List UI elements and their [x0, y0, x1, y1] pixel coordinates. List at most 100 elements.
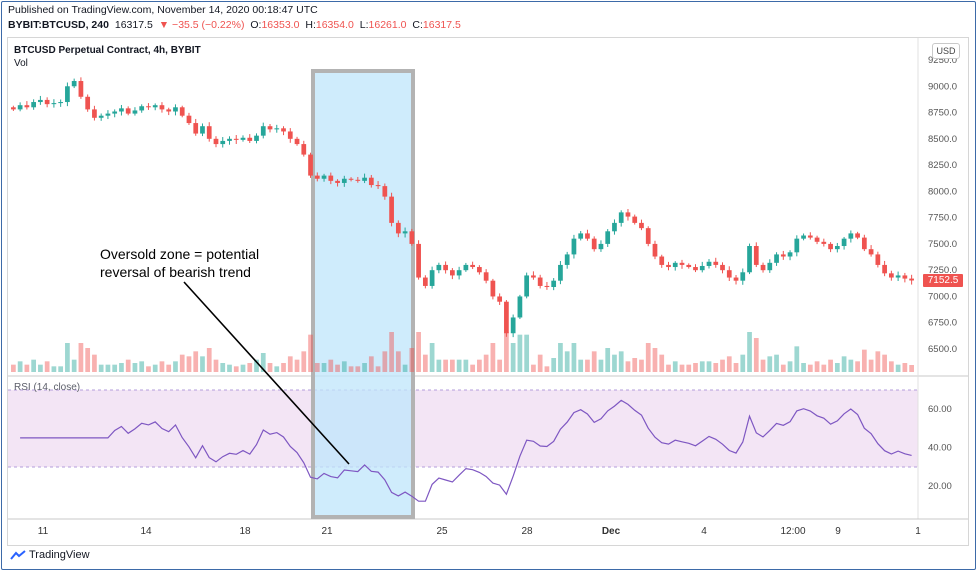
candle-body [375, 185, 381, 187]
volume-bar [875, 351, 881, 372]
candle-body [639, 222, 644, 229]
candle-body [612, 222, 617, 232]
candle-body [834, 246, 840, 250]
rsi-line-group [20, 399, 912, 502]
candle-body [645, 228, 651, 244]
candle-body [186, 115, 192, 124]
volume-bar [240, 364, 246, 372]
candle-body [875, 254, 881, 265]
candle-body [578, 233, 584, 239]
candle-body [544, 285, 550, 287]
volume-bar [537, 354, 543, 372]
candle-body [193, 123, 199, 134]
volume-bar [179, 354, 185, 372]
candle-body [450, 270, 455, 276]
tradingview-logo[interactable]: TradingView [10, 549, 90, 561]
rsi-tick-label: 20.00 [928, 481, 952, 492]
candle-body [726, 270, 732, 278]
volume-bar [328, 359, 334, 372]
candle-body [395, 222, 401, 234]
volume-bar [841, 356, 847, 372]
candle-body [11, 107, 16, 110]
candle-body [159, 105, 165, 110]
candle-body [139, 106, 145, 111]
time-tick-label: 28 [521, 526, 533, 537]
chart-area[interactable] [7, 37, 969, 546]
volume-bar [186, 356, 192, 372]
candle-body [31, 102, 37, 108]
candle-body [227, 138, 232, 141]
volume-bar [787, 361, 793, 372]
price-change: ▼ −35.5 (−0.22%) [158, 19, 245, 31]
candle-body [632, 216, 638, 223]
volume-bar [382, 351, 388, 372]
candle-body [868, 249, 874, 255]
volume-bar [429, 343, 435, 372]
volume-bar [693, 363, 698, 372]
volume-bar [726, 356, 732, 372]
time-tick-label: 4 [701, 526, 707, 537]
candle-body [591, 238, 597, 250]
volume-bar [92, 354, 97, 372]
price-tick-label: 7500.0 [928, 239, 957, 250]
volume-bar [362, 363, 367, 372]
symbol-line: BYBIT:BTCUSD, 240 16317.5 ▼ −35.5 (−0.22… [8, 19, 461, 31]
candle-body [51, 103, 57, 105]
candle-body [105, 113, 111, 116]
volume-bar [706, 361, 712, 372]
candle-body [463, 264, 469, 271]
volume-bar [132, 363, 138, 372]
volume-bar [267, 363, 273, 372]
volume-bar [767, 356, 773, 372]
volume-bar [314, 363, 320, 372]
candle-body [119, 108, 124, 112]
volume-bar [517, 334, 523, 372]
price-tick-label: 8750.0 [928, 108, 957, 119]
volume-bar [463, 359, 469, 372]
candle-body [436, 264, 442, 271]
volume-bar [173, 361, 178, 372]
candle-body [348, 178, 354, 180]
candle-body [321, 175, 327, 179]
volume-bar [166, 364, 172, 372]
symbol[interactable]: BYBIT:BTCUSD, 240 [8, 19, 109, 31]
volume-bar [605, 348, 611, 372]
volume-bar [861, 349, 867, 372]
candle-body [666, 264, 671, 268]
candle-body [551, 280, 557, 287]
volume-bar [659, 354, 665, 372]
volume-bar [422, 354, 428, 372]
annotation-text: Oversold zone = potential reversal of be… [100, 245, 259, 281]
volume-bar [591, 351, 597, 372]
currency-button[interactable]: USD [932, 43, 960, 59]
candle-body [308, 154, 313, 176]
volume-bar [11, 364, 16, 372]
volume-bar [774, 354, 779, 372]
close-value: 16317.5 [422, 19, 461, 31]
volume-bar [287, 356, 293, 372]
volume-bar [834, 363, 840, 372]
volume-bar [213, 359, 219, 372]
volume-bar [740, 354, 746, 372]
volume-bar [443, 359, 448, 372]
volume-bar [477, 359, 482, 372]
candle-body [686, 264, 692, 268]
logo-text: TradingView [29, 549, 90, 561]
volume-bar [571, 343, 577, 372]
volume-bar [227, 364, 232, 372]
volume-bar [895, 364, 901, 372]
volume-bar [436, 359, 442, 372]
volume-bar [807, 364, 813, 372]
volume-bar [753, 338, 759, 372]
price-tick-label: 6500.0 [928, 344, 957, 355]
candle-body [909, 278, 914, 281]
volume-bar [801, 363, 806, 372]
volume-bar [51, 366, 57, 372]
volume-bar [902, 363, 908, 372]
volume-bar [632, 358, 638, 372]
candle-body [78, 81, 84, 97]
candle-body [807, 235, 813, 238]
volume-bar [652, 348, 658, 372]
volume-bar [780, 364, 786, 372]
volume-bar [598, 359, 604, 372]
